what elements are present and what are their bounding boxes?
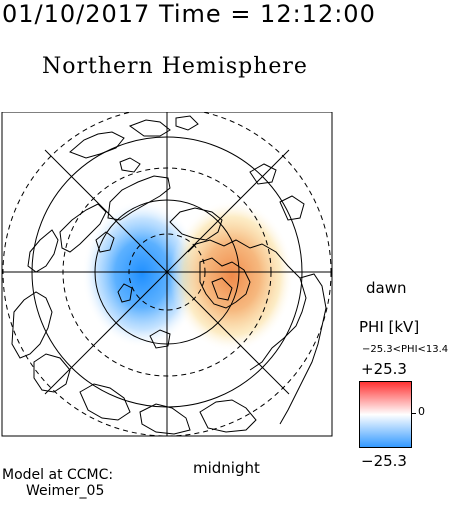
legend-zero-label: 0 bbox=[418, 405, 425, 418]
legend-min-label: −25.3 bbox=[361, 452, 407, 470]
legend-title: PHI [kV] bbox=[359, 318, 420, 336]
legend-range: −25.3<PHI<13.4 bbox=[362, 344, 449, 355]
latitude-circles bbox=[2, 112, 332, 436]
midnight-label: midnight bbox=[193, 459, 260, 477]
color-scale-bar bbox=[359, 381, 412, 448]
polar-potential-map bbox=[1, 112, 333, 437]
model-label: Model at CCMC: bbox=[2, 467, 114, 483]
legend-max-label: +25.3 bbox=[361, 360, 407, 378]
hemisphere-title: Northern Hemisphere bbox=[42, 54, 308, 79]
legend-zero-tick bbox=[411, 413, 416, 414]
time-header: 01/10/2017 Time = 12:12:00 bbox=[2, 0, 376, 28]
model-name: Weimer_05 bbox=[26, 483, 105, 499]
meridian-grid bbox=[2, 112, 332, 436]
dawn-label: dawn bbox=[366, 279, 407, 297]
coastlines bbox=[11, 115, 327, 435]
positive-potential-cell bbox=[170, 200, 294, 352]
